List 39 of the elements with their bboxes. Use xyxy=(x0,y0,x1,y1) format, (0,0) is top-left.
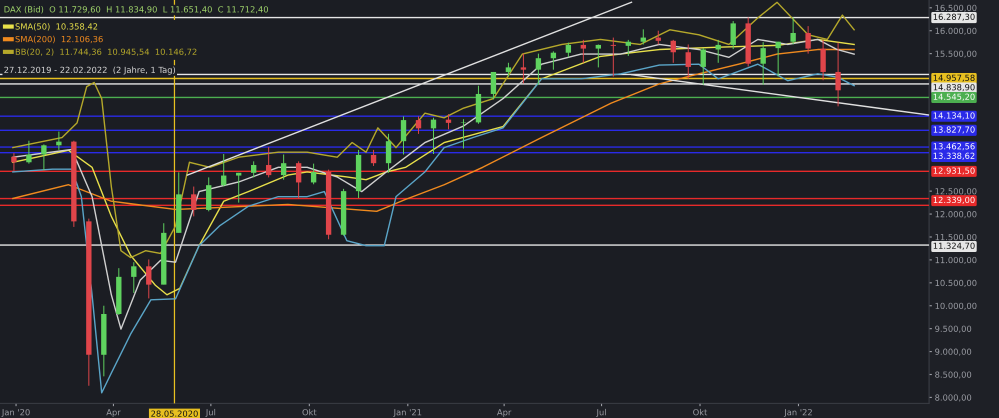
legend-label: SMA(200) 12.106,36 xyxy=(16,36,103,44)
y-tick-label: 8.000,00 xyxy=(935,394,972,402)
y-tick-label: 16.000,00 xyxy=(936,28,976,35)
x-tick-label: Okt xyxy=(302,408,316,416)
legend-label: SMA(50) 10.358,42 xyxy=(16,23,98,31)
ref-line-label: 28.05.2020 xyxy=(151,410,198,417)
y-tick-label: 9.000,00 xyxy=(935,348,972,356)
x-tick-label: Apr xyxy=(496,409,512,417)
x-tick-label: Okt xyxy=(693,408,708,416)
y-tick-label: 9.500,00 xyxy=(935,326,972,333)
ref-line-label: 12.339,00 xyxy=(934,196,975,204)
y-tick-label: 12.500,00 xyxy=(936,188,976,196)
ref-line-label: 11.324,70 xyxy=(934,242,975,250)
x-tick-label: Jul xyxy=(596,408,606,417)
x-tick-label: Jul xyxy=(205,408,216,417)
legend-label: BB(20, 2) 11.744,36 10.945,54 10.146,72 xyxy=(16,48,196,56)
ref-line-label: 14.838,90 xyxy=(934,84,975,92)
x-tick-label: Jan '22 xyxy=(784,409,812,417)
ref-line-label: 13.827,70 xyxy=(934,126,975,134)
x-tick-label: Jan '20 xyxy=(1,409,30,417)
x-tick-label: Jan '21 xyxy=(393,409,422,417)
ref-line-label: 14.134,10 xyxy=(934,112,975,120)
ref-line-label: 14.957,58 xyxy=(934,74,975,82)
ref-line-label: 16.287,30 xyxy=(934,14,975,21)
y-tick-label: 16.500,00 xyxy=(936,4,976,12)
ref-line-label: 13.338,62 xyxy=(934,152,974,160)
x-tick-label: Apr xyxy=(106,409,121,417)
ref-line-label: 13.462,56 xyxy=(934,143,975,150)
annotation: DAX (Bid) O 11.729,60 H 11.834,90 L 11.651,40 C 11.712,40 xyxy=(4,6,268,14)
y-tick-label: 10.500,00 xyxy=(936,280,976,287)
annotation: 27.12.2019 - 22.02.2022 (2 Jahre, 1 Tag) xyxy=(4,66,176,75)
y-tick-label: 15.500,00 xyxy=(936,50,976,58)
ref-line-label: 12.931,50 xyxy=(934,167,975,175)
y-tick-label: 11.500,00 xyxy=(936,234,976,242)
y-tick-label: 11.000,00 xyxy=(936,256,976,264)
y-tick-label: 10.000,00 xyxy=(936,302,976,310)
ref-line-label: 14.545,20 xyxy=(934,94,975,101)
y-tick-label: 12.000,00 xyxy=(936,211,976,218)
y-tick-label: 8.500,00 xyxy=(935,371,972,379)
